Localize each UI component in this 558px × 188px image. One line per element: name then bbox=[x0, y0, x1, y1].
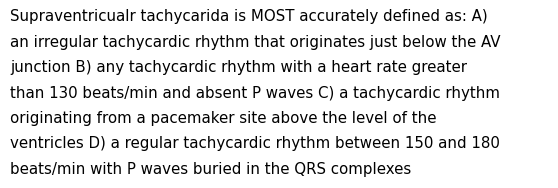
Text: originating from a pacemaker site above the level of the: originating from a pacemaker site above … bbox=[10, 111, 436, 126]
Text: beats/min with P waves buried in the QRS complexes: beats/min with P waves buried in the QRS… bbox=[10, 162, 411, 177]
Text: an irregular tachycardic rhythm that originates just below the AV: an irregular tachycardic rhythm that ori… bbox=[10, 35, 501, 50]
Text: Supraventricualr tachycarida is MOST accurately defined as: A): Supraventricualr tachycarida is MOST acc… bbox=[10, 9, 488, 24]
Text: than 130 beats/min and absent P waves C) a tachycardic rhythm: than 130 beats/min and absent P waves C)… bbox=[10, 86, 500, 101]
Text: ventricles D) a regular tachycardic rhythm between 150 and 180: ventricles D) a regular tachycardic rhyt… bbox=[10, 136, 500, 151]
Text: junction B) any tachycardic rhythm with a heart rate greater: junction B) any tachycardic rhythm with … bbox=[10, 60, 467, 75]
